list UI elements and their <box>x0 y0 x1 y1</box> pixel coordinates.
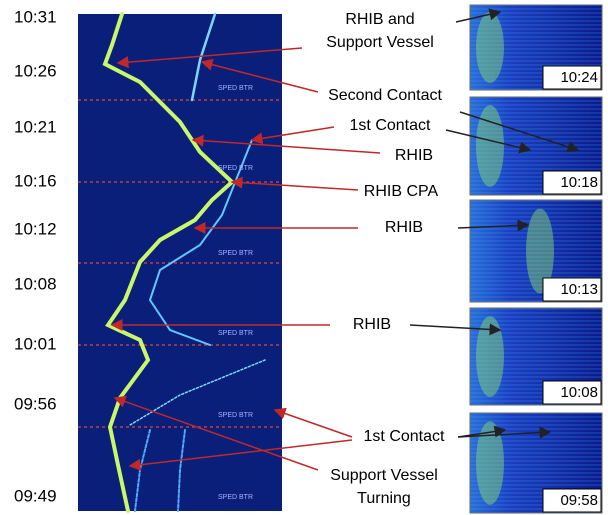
panel-time-box <box>542 488 602 513</box>
overlay-label: SPED BTR <box>218 494 253 501</box>
panel-glow <box>476 316 504 397</box>
panel-glow <box>476 105 504 187</box>
annotation: 1st Contact <box>350 117 431 134</box>
overlay-label: SPED BTR <box>218 165 253 172</box>
time-label: 10:21 <box>14 117 57 136</box>
annotation: RHIB <box>385 219 423 236</box>
panel-time: 10:08 <box>560 384 598 401</box>
annotation: RHIB CPA <box>364 183 439 200</box>
time-label: 10:31 <box>14 7 57 26</box>
annotation: Second Contact <box>328 87 442 104</box>
time-label: 10:26 <box>14 61 57 80</box>
annotation: Support Vessel <box>326 34 434 51</box>
panel-time-box <box>542 380 602 405</box>
overlay-label: SPED BTR <box>218 330 253 337</box>
arrows <box>110 8 580 471</box>
time-label: 10:12 <box>14 219 57 238</box>
annotation: Turning <box>357 490 411 507</box>
panel-time: 10:18 <box>560 174 598 191</box>
panel-glow <box>476 12 504 83</box>
annotation: Support Vessel <box>330 467 438 484</box>
panel-time: 10:13 <box>560 281 598 298</box>
panel-time-box <box>542 277 602 302</box>
panel-time-box <box>542 170 602 195</box>
panel-glow <box>526 208 554 294</box>
annotation: RHIB and <box>345 11 414 28</box>
overlay-label: SPED BTR <box>218 250 253 257</box>
time-label: 09:56 <box>14 394 57 413</box>
panel-time: 10:24 <box>560 69 598 86</box>
overlay-label: SPED BTR <box>218 85 253 92</box>
segment-dividers <box>78 99 282 428</box>
time-label: 10:08 <box>14 274 57 293</box>
panel-glow <box>476 421 504 505</box>
annotation: 1st Contact <box>364 428 445 445</box>
panel-time: 09:58 <box>560 492 598 509</box>
panel-time-box <box>542 65 602 90</box>
annotation: RHIB <box>395 147 433 164</box>
time-label: 10:01 <box>14 334 57 353</box>
overlay-label: SPED BTR <box>218 412 253 419</box>
time-label: 09:49 <box>14 486 57 505</box>
annotation: RHIB <box>353 316 391 333</box>
panels: 10:24 10:18 10:13 10:08 09:58 <box>469 4 603 514</box>
time-label: 10:16 <box>14 171 57 190</box>
